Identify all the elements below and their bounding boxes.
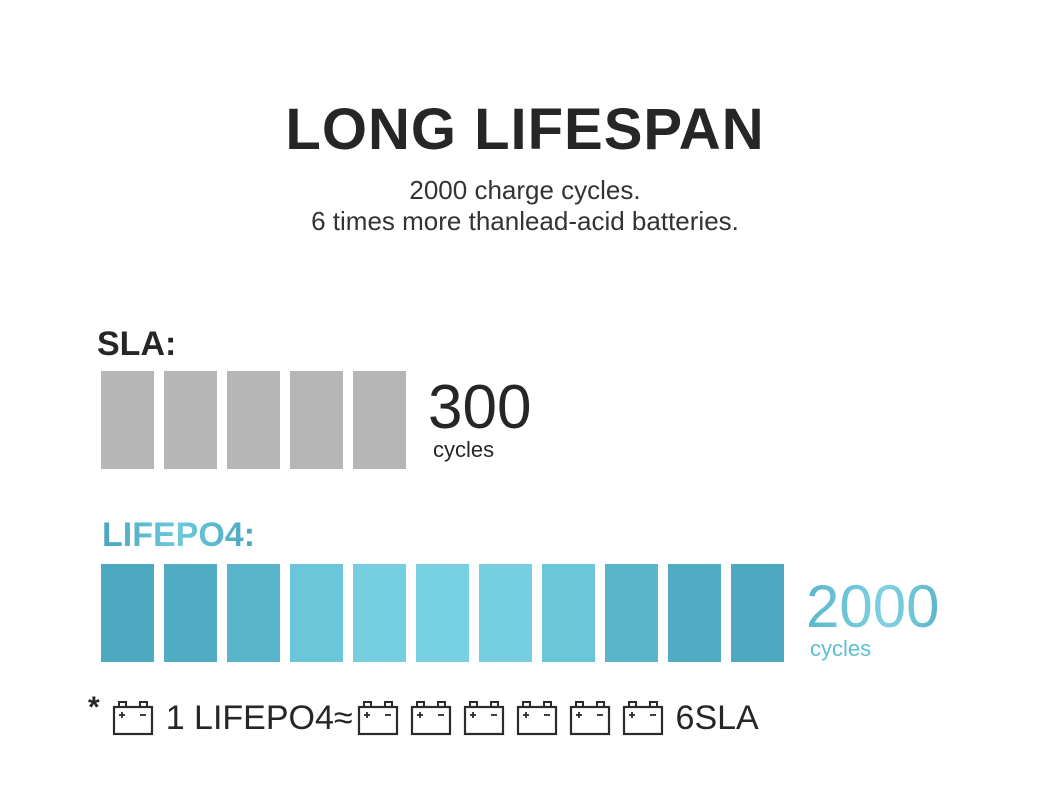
sla-battery-icons bbox=[357, 700, 664, 736]
lifepo4-bar bbox=[731, 564, 784, 662]
subtitle-line-2: 6 times more thanlead-acid batteries. bbox=[311, 206, 739, 236]
sla-label: SLA: bbox=[97, 325, 177, 363]
page-title: LONG LIFESPAN bbox=[285, 97, 765, 162]
sla-bar bbox=[353, 371, 406, 469]
sla-bar bbox=[227, 371, 280, 469]
lifepo4-cycle-value: 2000 bbox=[806, 573, 940, 640]
battery-icon bbox=[357, 700, 399, 736]
lifepo4-bar bbox=[542, 564, 595, 662]
sla-bar bbox=[164, 371, 217, 469]
lifepo4-label: LIFEPO4: bbox=[102, 516, 256, 554]
subtitle-line-1: 2000 charge cycles. bbox=[409, 175, 641, 205]
battery-icon bbox=[622, 700, 664, 736]
lifepo4-bar bbox=[101, 564, 154, 662]
battery-icon bbox=[516, 700, 558, 736]
sla-cycle-value: 300 bbox=[428, 373, 532, 442]
sla-bar bbox=[101, 371, 154, 469]
lifepo4-bar bbox=[227, 564, 280, 662]
lifepo4-bar bbox=[605, 564, 658, 662]
lifepo4-bar-group bbox=[101, 564, 784, 662]
footnote-star: * bbox=[88, 691, 100, 724]
lifepo4-cycle-unit: cycles bbox=[810, 636, 872, 661]
lifepo4-bar bbox=[668, 564, 721, 662]
lifepo4-bar bbox=[353, 564, 406, 662]
battery-icon bbox=[112, 700, 154, 736]
lifepo4-bar bbox=[164, 564, 217, 662]
footnote-sla-text: 6SLA bbox=[675, 698, 759, 737]
battery-icon bbox=[410, 700, 452, 736]
battery-icon bbox=[569, 700, 611, 736]
lifepo4-bar bbox=[416, 564, 469, 662]
sla-bar bbox=[290, 371, 343, 469]
lifepo4-bar bbox=[479, 564, 532, 662]
footnote: * 1 LIFEPO4≈ 6SLA bbox=[88, 691, 763, 743]
footnote-lifepo4-text: 1 LIFEPO4≈ bbox=[165, 698, 353, 737]
lifepo4-bar bbox=[290, 564, 343, 662]
subtitle: 2000 charge cycles. 6 times more thanlea… bbox=[0, 175, 1050, 237]
battery-icon bbox=[463, 700, 505, 736]
sla-bar-group bbox=[101, 371, 406, 469]
sla-cycle-unit: cycles bbox=[433, 437, 495, 462]
